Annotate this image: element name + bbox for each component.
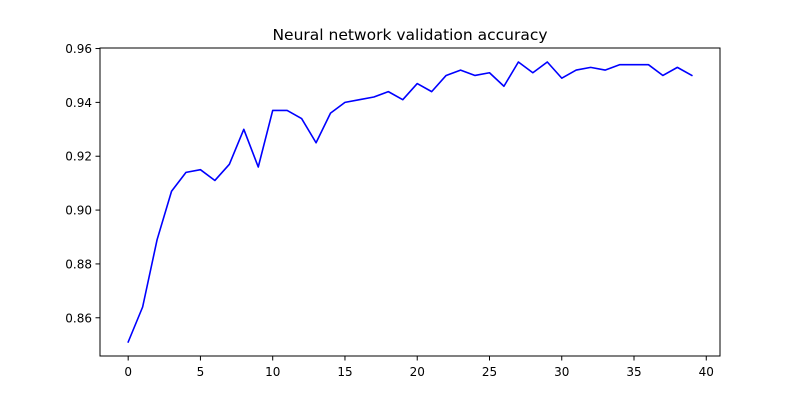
y-tick-label: 0.86 <box>65 311 92 325</box>
y-tick-label: 0.92 <box>65 150 92 164</box>
y-tick-label: 0.96 <box>65 42 92 56</box>
x-tick-label: 0 <box>124 365 132 379</box>
x-tick-label: 40 <box>699 365 714 379</box>
x-tick-label: 30 <box>554 365 569 379</box>
plot-area: 0 5 10 15 20 25 30 35 40 0.86 0.88 0.90 0.92 0.94 0.96 <box>65 42 721 379</box>
x-tick-label: 25 <box>482 365 497 379</box>
chart-title: Neural network validation accuracy <box>272 26 547 44</box>
x-tick-label: 35 <box>626 365 641 379</box>
y-tick-label: 0.90 <box>65 204 92 218</box>
y-tick-label: 0.94 <box>65 96 92 110</box>
y-tick-label: 0.88 <box>65 257 92 271</box>
x-tick-label: 5 <box>197 365 205 379</box>
axes-frame <box>99 47 721 357</box>
series-line-0 <box>127 61 693 344</box>
x-tick-label: 15 <box>337 365 352 379</box>
x-tick-label: 20 <box>410 365 425 379</box>
x-tick-label: 10 <box>265 365 280 379</box>
